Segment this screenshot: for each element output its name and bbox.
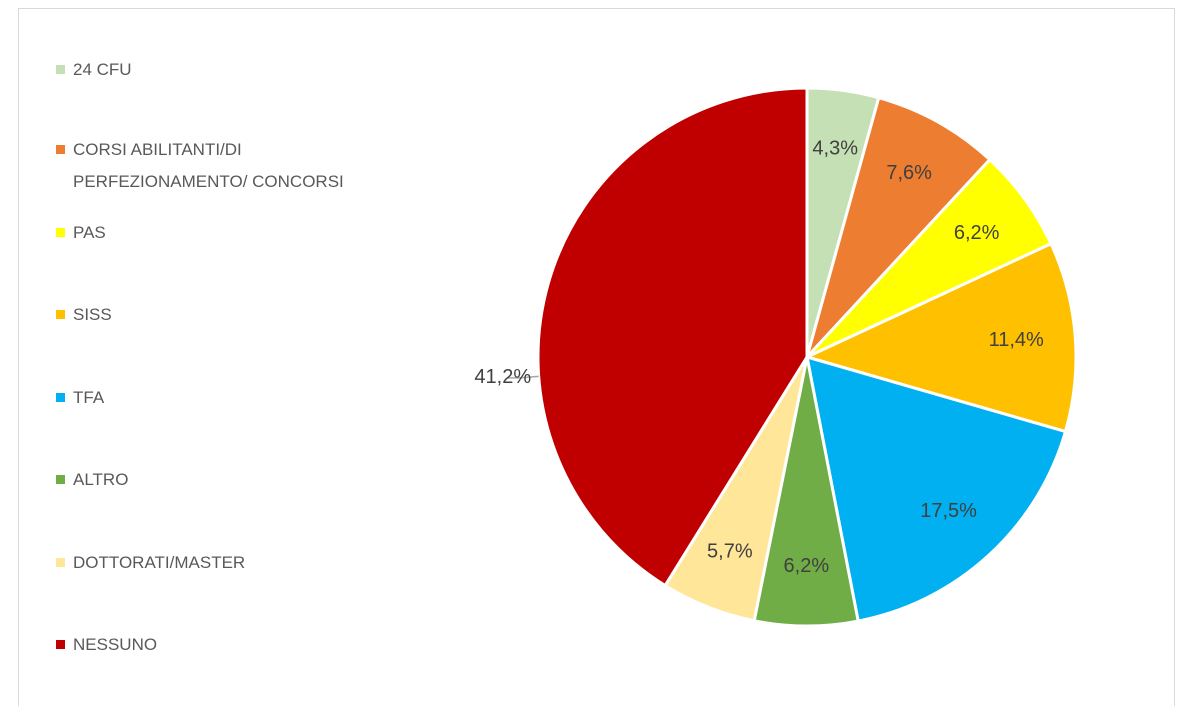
data-label: 11,4% (989, 329, 1044, 351)
data-label: 41,2% (474, 366, 531, 388)
pie-slice (802, 241, 1078, 434)
legend-item: NESSUNO (56, 629, 376, 661)
legend-item: TFA (56, 382, 376, 414)
legend-swatch (56, 310, 65, 319)
data-label: 17,5% (920, 500, 977, 522)
legend-label: TFA (73, 388, 105, 407)
legend-swatch (56, 475, 65, 484)
legend-label: PAS (73, 223, 106, 242)
legend-swatch (56, 228, 65, 237)
data-label: 4,3% (812, 137, 858, 159)
leader-line (506, 375, 539, 379)
legend-label: 24 CFU (73, 60, 132, 79)
data-label: 5,7% (707, 540, 753, 562)
legend-label: NESSUNO (73, 635, 158, 654)
data-label: 6,2% (954, 222, 1000, 244)
pie-slice (536, 86, 809, 588)
legend-item: DOTTORATI/MASTER (56, 547, 376, 579)
legend-item: 24 CFU (56, 54, 376, 86)
legend-item: ALTRO (56, 464, 376, 496)
legend-swatch (56, 640, 65, 649)
legend-label: DOTTORATI/MASTER (73, 553, 246, 572)
legend-label: SISS (73, 305, 112, 324)
legend-swatch (56, 65, 65, 74)
legend-label: CORSI ABILITANTI/DI PERFEZIONAMENTO/ CON… (73, 140, 344, 191)
legend-item: SISS (56, 299, 376, 331)
data-label: 7,6% (886, 162, 932, 184)
data-label: 6,2% (784, 555, 830, 577)
legend-swatch (56, 145, 65, 154)
pie-slice (805, 354, 1068, 623)
legend-swatch (56, 558, 65, 567)
legend-swatch (56, 393, 65, 402)
legend-item: CORSI ABILITANTI/DI PERFEZIONAMENTO/ CON… (56, 134, 376, 198)
legend-label: ALTRO (73, 470, 129, 489)
legend-item: PAS (56, 217, 376, 249)
pie-slice (805, 95, 992, 359)
